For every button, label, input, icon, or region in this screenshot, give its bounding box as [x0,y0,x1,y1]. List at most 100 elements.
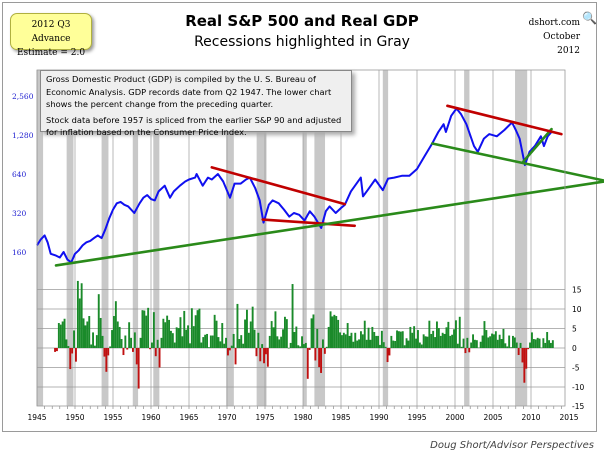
gdp-bar [80,283,83,348]
gdp-bar [287,348,290,349]
gdp-bar [114,301,117,348]
gdp-bar [350,332,353,348]
gdp-bar [373,332,376,348]
gdp-bar [259,348,262,362]
gdp-bar [428,320,431,348]
gdp-bar [335,316,338,348]
gdp-bar [168,319,170,348]
x-tick-label: 1995 [407,413,426,422]
gdp-bar [194,315,197,348]
gdp-bar [86,321,89,348]
gdp-bar [367,327,370,348]
publish-date: October 2012 [543,32,580,56]
gdp-bar [534,339,537,348]
gdp-bar [405,338,408,348]
gdp-bar [468,348,471,353]
gdp-bar [538,338,541,348]
gdp-bar [289,342,292,348]
gdp-bar [291,284,294,348]
gdp-bar [456,343,459,348]
gdp-bar [92,332,94,348]
gdp-bar [510,347,512,348]
gdp-bar [270,321,273,348]
sp500-line [36,107,553,264]
gdp-bar [200,342,203,348]
gdp-bar [217,337,220,348]
zoom-in-icon[interactable]: 🔍 [582,11,597,25]
gdp-bar [386,348,389,363]
gdp-bar [276,336,279,348]
x-tick-label: 1960 [141,413,160,422]
gdp-bar [303,344,305,348]
gdp-bar [244,319,246,348]
gdp-bar [65,339,68,348]
chart-frame [2,2,597,432]
gdp-bar [95,335,98,348]
source-block: dshort.com October 2012 [520,16,580,58]
gdp-bar [130,337,132,348]
badge-line-1: 2012 Q3 Advance [31,20,71,44]
gdp-bar [314,348,317,361]
gdp-bar [103,348,106,357]
gdp-bar [483,321,486,348]
gdp-bar [323,348,326,354]
gdp-bar [151,342,153,348]
gdp-bar [187,325,189,348]
recession-band [101,70,109,406]
gdp-bar [147,307,150,348]
gdp-bar [316,328,319,348]
gdp-bar [341,335,343,348]
gdp-bar [500,339,503,348]
gdp-bar [213,314,216,348]
x-tick-label: 2000 [445,413,464,422]
gdp-bar [266,348,269,367]
gdp-bar [320,348,322,373]
gdp-bar [54,348,56,352]
gdp-bar [306,348,309,379]
gdp-bar [487,337,490,348]
gdp-bar [67,346,70,348]
gdp-bar [437,328,440,348]
gdp-bar [494,331,497,348]
gdp-bar [485,330,488,348]
gdp-bar [532,339,535,348]
gdp-bar [346,323,349,348]
gdp-bar [265,348,267,355]
gdp-bar [78,298,81,348]
gdp-bar [183,310,186,348]
gdp-bar [420,344,423,348]
gdp-bar [304,342,307,348]
gdp-bar [139,337,142,348]
source-name: dshort.com [528,18,580,28]
gdp-bar [160,337,163,348]
gdp-bar [164,322,167,348]
recession-band [464,70,470,406]
gdp-bar [154,348,157,357]
gdp-bar [113,316,115,348]
gdp-bar [177,328,180,348]
gdp-bar [371,326,374,348]
gdp-bar [432,330,435,348]
gdp-bar [126,348,129,350]
gdp-bar [331,316,334,348]
gdp-bar [409,326,412,348]
gdp-bar [439,335,442,348]
gdp-bar [253,329,256,348]
gdp-bar [232,333,235,348]
gdp-bar [426,336,429,348]
gdp-bar [221,323,224,348]
gdp-bar [76,280,79,348]
gdp-bar [424,336,427,348]
gdp-bar [529,342,531,348]
gdp-bar [513,337,516,348]
x-tick-label: 2010 [521,413,540,422]
x-tick-label: 1955 [103,413,122,422]
gdp-y-tick-label: 10 [572,305,582,314]
recession-band [303,70,307,406]
gdp-bar [230,345,233,348]
gdp-bar [344,334,347,348]
gdp-bar [284,316,286,348]
gdp-bar [342,332,345,348]
gdp-bar [352,341,355,348]
